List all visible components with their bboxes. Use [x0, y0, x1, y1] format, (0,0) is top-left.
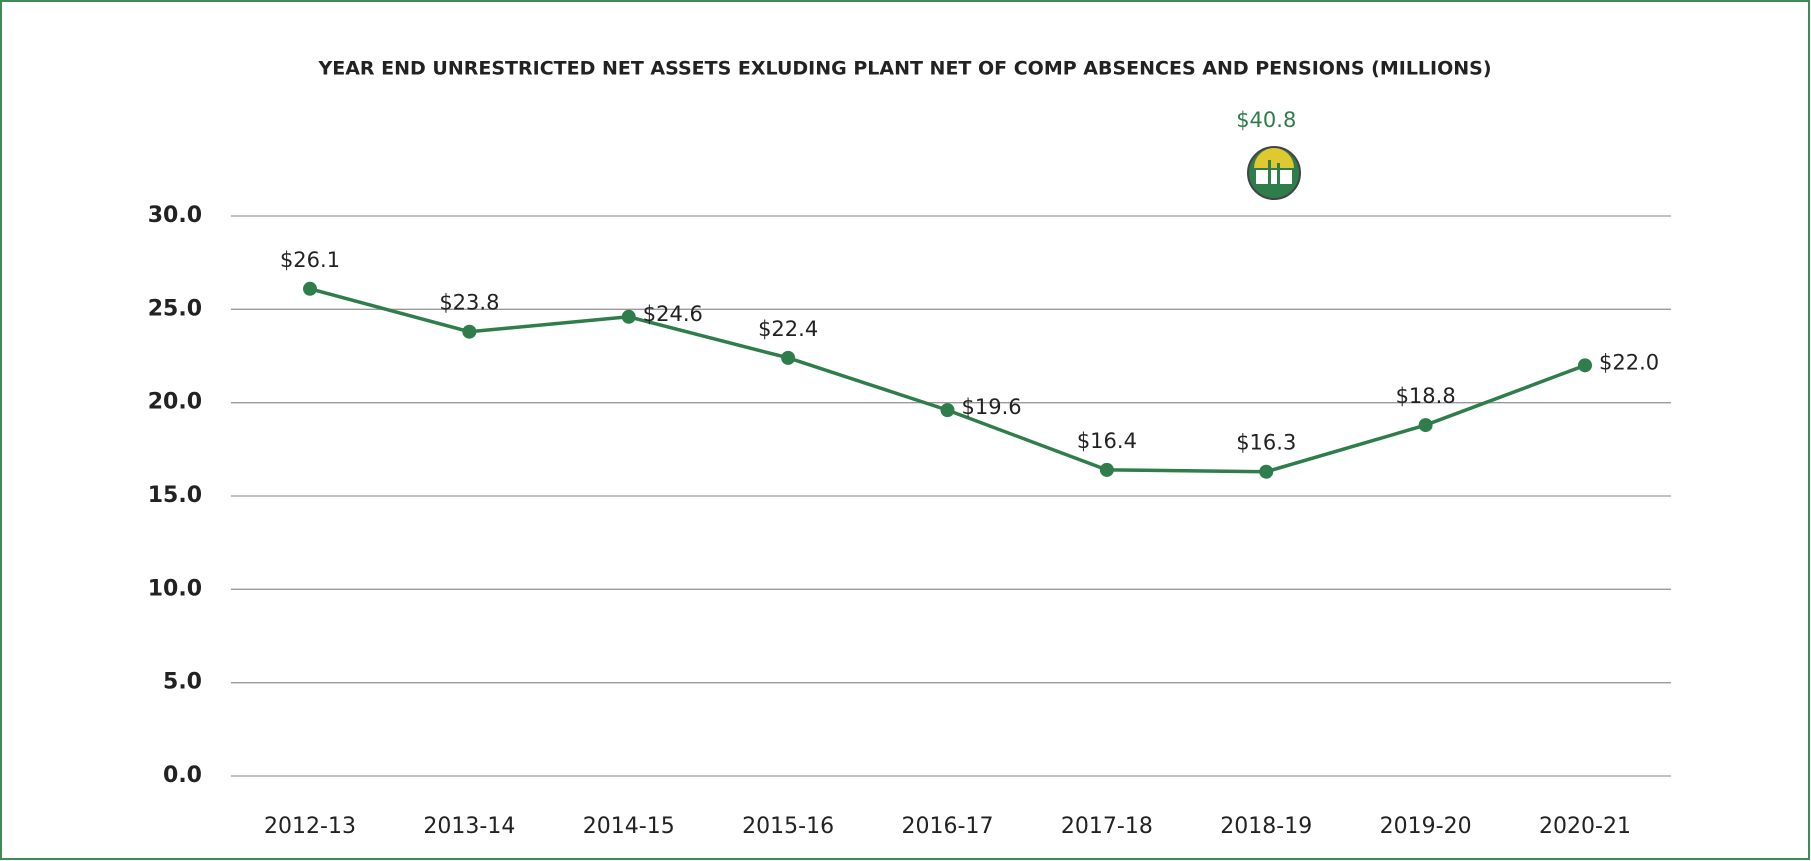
data-point	[1099, 462, 1114, 477]
data-label: $16.4	[1077, 429, 1137, 453]
y-tick-label: 10.0	[148, 576, 202, 601]
x-tick-label: 2015-16	[742, 814, 834, 839]
y-tick-label: 25.0	[148, 296, 202, 321]
data-point	[781, 350, 796, 365]
x-tick-label: 2019-20	[1380, 814, 1472, 839]
chart-title: YEAR END UNRESTRICTED NET ASSETS EXLUDIN…	[317, 58, 1491, 80]
x-tick-label: 2016-17	[902, 814, 994, 839]
x-tick-label: 2017-18	[1061, 814, 1153, 839]
data-point	[303, 281, 317, 296]
data-point	[621, 309, 636, 324]
x-tick-label: 2020-21	[1539, 814, 1631, 839]
data-point	[940, 403, 955, 418]
data-point	[1418, 418, 1433, 433]
data-label: $19.6	[962, 395, 1022, 419]
series-line	[309, 287, 1586, 474]
y-tick-label: 15.0	[148, 483, 202, 508]
annotation: $40.8	[1236, 108, 1296, 132]
data-label: $23.8	[439, 291, 499, 315]
y-tick-label: 5.0	[163, 670, 202, 695]
y-tick-label: 30.0	[148, 203, 202, 228]
logo	[1247, 146, 1301, 200]
data-label: $24.6	[643, 302, 703, 326]
data-point	[1578, 358, 1592, 373]
x-tick-label: 2018-19	[1220, 814, 1312, 839]
y-tick-label: 0.0	[163, 763, 202, 788]
x-tick-label: 2014-15	[583, 814, 675, 839]
data-label: $22.4	[758, 317, 818, 341]
data-point	[1259, 464, 1274, 479]
data-label: $22.0	[1599, 350, 1659, 374]
data-label: $16.3	[1236, 431, 1296, 455]
y-tick-label: 20.0	[148, 390, 202, 415]
data-label: $26.1	[280, 248, 340, 272]
data-label: $18.8	[1396, 384, 1456, 408]
x-tick-label: 2012-13	[264, 814, 356, 839]
data-point	[462, 324, 477, 339]
x-tick-label: 2013-14	[423, 814, 515, 839]
